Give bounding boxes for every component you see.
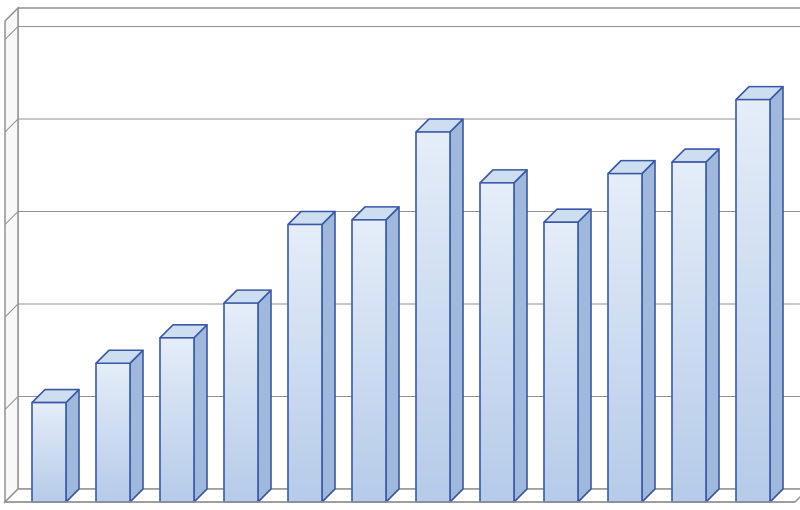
bar-side bbox=[386, 207, 399, 502]
bar-side bbox=[66, 390, 79, 502]
bar-chart-3d bbox=[0, 0, 800, 510]
bar-front bbox=[480, 183, 514, 502]
bar-front bbox=[736, 100, 770, 502]
bar-front bbox=[352, 220, 386, 502]
bar-front bbox=[224, 303, 258, 502]
bar-front bbox=[608, 174, 642, 502]
bar-side bbox=[642, 161, 655, 502]
bar-side bbox=[770, 87, 783, 502]
bar bbox=[672, 149, 719, 502]
bar bbox=[480, 170, 527, 502]
bar bbox=[96, 350, 143, 502]
bar bbox=[160, 325, 207, 502]
bar bbox=[736, 87, 783, 502]
bar bbox=[224, 290, 271, 502]
bar-side bbox=[322, 212, 335, 503]
bar bbox=[352, 207, 399, 502]
side-wall bbox=[5, 8, 18, 502]
bar-front bbox=[672, 162, 706, 502]
bar-side bbox=[450, 119, 463, 502]
bar bbox=[32, 390, 79, 502]
bar-front bbox=[32, 403, 66, 502]
bar bbox=[416, 119, 463, 502]
bar-side bbox=[578, 209, 591, 502]
bar-side bbox=[706, 149, 719, 502]
bar bbox=[288, 212, 335, 503]
bar bbox=[608, 161, 655, 502]
bar-side bbox=[194, 325, 207, 502]
bar-side bbox=[514, 170, 527, 502]
bar-front bbox=[96, 363, 130, 502]
bar-front bbox=[544, 222, 578, 502]
bar-front bbox=[160, 338, 194, 502]
bar bbox=[544, 209, 591, 502]
bar-front bbox=[416, 132, 450, 502]
bar-side bbox=[258, 290, 271, 502]
bar-side bbox=[130, 350, 143, 502]
bar-front bbox=[288, 225, 322, 503]
